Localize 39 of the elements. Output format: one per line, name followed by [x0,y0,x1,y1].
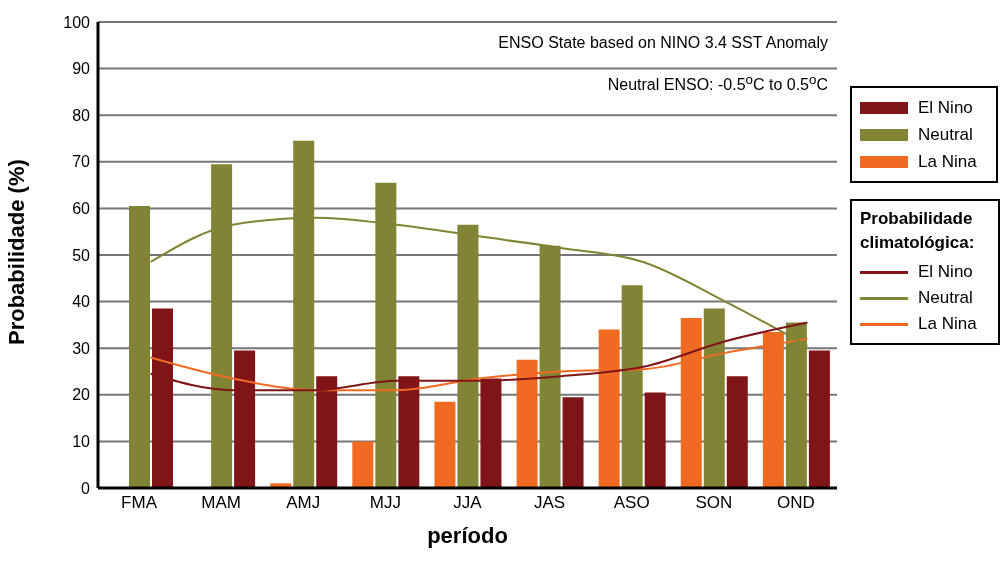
legend-title: Probabilidade climatológica: [860,208,976,254]
y-axis-title: Probabilidade (%) [3,159,29,345]
y-tick-label: 60 [72,200,91,218]
x-tick-label: MAM [201,493,241,513]
x-axis-title: período [427,523,508,548]
x-tick-label: SON [695,493,733,513]
bar [726,376,748,488]
y-tick-label: 30 [72,339,91,357]
bar [644,392,666,488]
y-tick-label: 80 [72,106,91,124]
x-tick-label: AMJ [286,493,321,513]
bar [434,401,456,488]
y-tick-label: 40 [72,293,91,311]
legend-label: El Nino [917,261,974,283]
y-tick-label: 50 [72,246,91,264]
annotation: Neutral ENSO: -0.5$^{o}$C to 0.5$^{o}$C [606,72,828,95]
legend-label: El Nino [917,96,974,119]
legend-label: La Nina [917,313,978,335]
x-tick-label: OND [777,493,815,513]
x-tick-label: ASO [613,493,650,513]
y-tick-label: 70 [72,153,91,171]
bar [352,441,374,488]
y-tick-label: 20 [72,386,91,404]
x-tick-label: JJA [453,493,483,513]
y-tick-label: 0 [81,479,91,497]
x-tick-label: MJJ [369,493,401,513]
legend-label: Neutral [917,287,974,309]
legend-label: La Nina [917,150,978,173]
bar [621,285,643,488]
legend-label: Neutral [917,123,974,146]
y-tick-label: 100 [63,13,91,31]
bar [703,308,725,488]
y-tick-label: 10 [72,433,91,451]
bar [562,397,584,488]
x-tick-label: JAS [534,493,566,513]
annotation: ENSO State based on NINO 3.4 SST Anomaly [497,34,828,52]
bar [808,350,830,488]
y-tick-label: 90 [72,60,91,78]
x-tick-label: FMA [121,493,158,513]
